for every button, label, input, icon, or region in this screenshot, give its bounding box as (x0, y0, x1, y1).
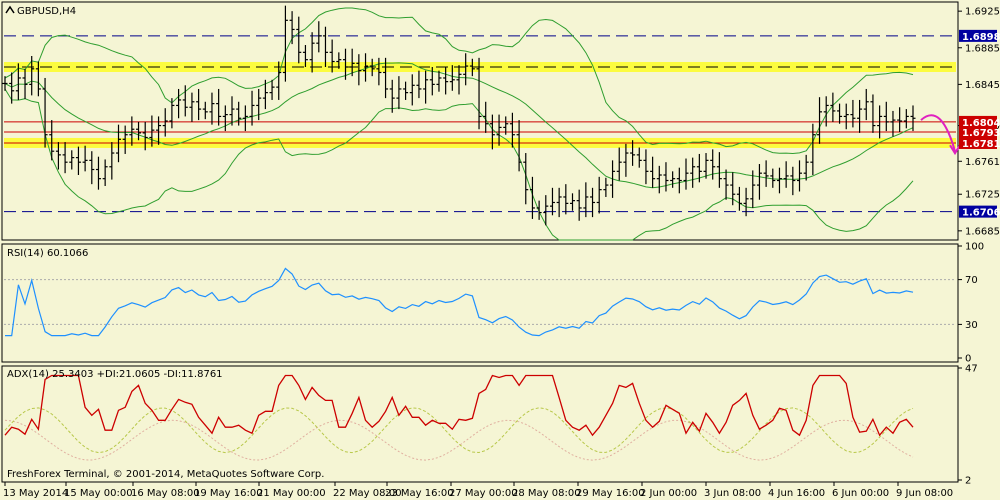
level-tag-4 (959, 136, 997, 149)
window-title-group: GBPUSD,H4 (5, 5, 76, 17)
x-tick-label-11: 3 Jun 08:00 (704, 488, 761, 499)
symbol-title: GBPUSD,H4 (17, 6, 76, 17)
x-tick-label-13: 6 Jun 00:00 (832, 488, 889, 499)
x-tick-label-7: 27 May 00:00 (449, 488, 518, 499)
level-tag-3 (959, 125, 997, 138)
price-tick-label-5: 1.6725 (965, 190, 1000, 201)
adx-label: ADX(14) 25.3403 +DI:21.0605 -DI:11.8761 (7, 369, 223, 380)
price-tick-label-4: 1.6761 (965, 157, 1000, 168)
price-panel-frame[interactable] (1, 1, 959, 241)
rsi-layer (4, 267, 956, 337)
rsi-tick-label-2: 30 (965, 320, 978, 331)
axis-layer: 1.69251.68851.68451.68001.67611.67251.66… (3, 7, 1000, 499)
x-tick-label-2: 16 May 08:00 (131, 488, 200, 499)
x-tick-label-10: 2 Jun 00:00 (640, 488, 697, 499)
di-plus-line (4, 407, 914, 454)
level-tag-0 (959, 29, 997, 42)
bollinger-upper (4, 7, 914, 155)
adx-tick-label-0: 47 (965, 364, 978, 375)
rsi-tick-label-0: 100 (965, 242, 984, 253)
price-tick-label-0: 1.6925 (965, 7, 1000, 18)
level-tag-label-4: 1.6781 (962, 139, 1000, 150)
rsi-line (5, 267, 914, 337)
level-tag-label-2: 1.6804 (962, 118, 1000, 129)
x-tick-label-12: 4 Jun 16:00 (768, 488, 825, 499)
chart-type-icon (5, 5, 15, 14)
price-tick-label-2: 1.6845 (965, 80, 1000, 91)
x-tick-label-5: 22 May 08:00 (333, 488, 402, 499)
copyright-text: FreshForex Terminal, © 2001-2014, MetaQu… (7, 469, 324, 480)
level-tag-label-0: 1.6898 (962, 32, 1000, 43)
forecast-arrow (920, 114, 956, 152)
level-tag-2 (959, 115, 997, 128)
x-tick-label-14: 9 Jun 08:00 (896, 488, 953, 499)
x-tick-label-8: 28 May 08:00 (512, 488, 581, 499)
level-tag-label-3: 1.6793 (962, 128, 1000, 139)
x-tick-label-4: 21 May 00:00 (257, 488, 326, 499)
adx-line (4, 374, 914, 437)
price-tick-label-6: 1.6685 (965, 226, 1000, 237)
x-tick-label-6: 23 May 16:00 (385, 488, 454, 499)
level-tag-5 (959, 205, 997, 218)
x-tick-label-3: 19 May 16:00 (194, 488, 263, 499)
level-tag-label-5: 1.6706 (962, 208, 1000, 219)
di-minus-line (4, 419, 914, 461)
forecast-arrow-head (949, 144, 961, 156)
x-tick-label-9: 29 May 16:00 (576, 488, 645, 499)
rsi-tick-label-3: 0 (965, 354, 971, 365)
price-layer (2, 5, 961, 241)
rsi-tick-label-1: 70 (965, 275, 978, 286)
adx-tick-label-1: 2 (965, 476, 971, 487)
rsi-panel-frame[interactable] (1, 243, 959, 363)
bollinger-lower (4, 88, 914, 241)
x-tick-label-1: 15 May 00:00 (64, 488, 133, 499)
adx-panel-frame[interactable] (1, 365, 959, 483)
adx-layer (4, 374, 914, 461)
price-tick-label-1: 1.6885 (965, 43, 1000, 54)
x-tick-label-0: 13 May 2014 (3, 488, 68, 499)
rsi-label: RSI(14) 60.1066 (7, 248, 88, 259)
